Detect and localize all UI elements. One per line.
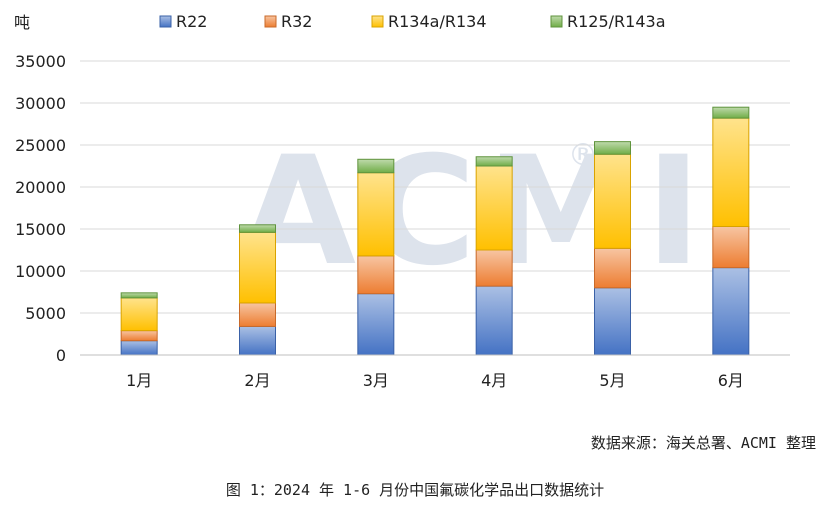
legend: R22 R32 R134a/R134 R125/R143a: [159, 12, 666, 31]
bar-segment-r125-r143a: [120, 292, 158, 299]
bar-segment-r22: [712, 267, 750, 356]
y-tick-label: 25000: [15, 136, 66, 155]
bar-segment-r125-r143a: [357, 158, 395, 174]
figure-caption: 图 1：2024 年 1-6 月份中国氟碳化学品出口数据统计: [225, 481, 605, 499]
x-tick-label: 1月: [126, 371, 152, 390]
legend-swatch: [264, 15, 277, 28]
x-tick-label: 2月: [244, 371, 270, 390]
bars: [120, 106, 750, 356]
bar-segment-r22: [120, 340, 158, 356]
y-axis: 0 5000 10000 15000 20000 25000 30000 35000 吨: [14, 13, 66, 365]
watermark-text: ACMI: [240, 125, 711, 299]
bar-segment-r32: [594, 247, 631, 289]
bar-segment-r134a-r134: [475, 165, 513, 251]
bar-segment-r32: [712, 225, 750, 269]
bar-segment-r134a-r134: [594, 153, 631, 249]
bar-segment-r125-r143a: [594, 141, 631, 155]
legend-label: R125/R143a: [567, 12, 666, 31]
y-tick-label: 5000: [25, 304, 66, 323]
bar-segment-r125-r143a: [475, 156, 513, 167]
y-axis-unit: 吨: [14, 13, 30, 32]
legend-label: R134a/R134: [388, 12, 487, 31]
bar-segment-r125-r143a: [712, 106, 750, 119]
bar-segment-r134a-r134: [712, 117, 750, 227]
x-tick-label: 3月: [363, 371, 389, 390]
legend-swatch: [371, 15, 384, 28]
bar-segment-r134a-r134: [357, 172, 395, 257]
legend-label: R32: [281, 12, 312, 31]
bar-segment-r32: [239, 302, 276, 327]
bar-segment-r134a-r134: [120, 297, 158, 332]
legend-swatch: [550, 15, 563, 28]
source-note: 数据来源：海关总署、ACMI 整理: [590, 434, 816, 452]
x-axis: 1月 2月 3月 4月 5月 6月: [80, 354, 790, 390]
y-tick-label: 30000: [15, 94, 66, 113]
bar-segment-r134a-r134: [239, 231, 276, 304]
bar-segment-r22: [239, 325, 276, 356]
x-tick-label: 5月: [599, 371, 625, 390]
bar-segment-r32: [357, 255, 395, 295]
y-tick-label: 0: [56, 346, 66, 365]
bar-segment-r32: [120, 330, 158, 342]
watermark: ACMI®: [240, 125, 711, 299]
bar-segment-r32: [475, 249, 513, 287]
x-tick-label: 6月: [718, 371, 744, 390]
y-tick-label: 10000: [15, 262, 66, 281]
bar-segment-r22: [475, 285, 513, 356]
legend-label: R22: [176, 12, 207, 31]
bar-segment-r22: [594, 287, 631, 356]
watermark-registered-mark: ®: [568, 138, 598, 173]
y-tick-label: 20000: [15, 178, 66, 197]
legend-swatch: [159, 15, 172, 28]
bar-segment-r125-r143a: [239, 224, 276, 233]
y-tick-label: 35000: [15, 52, 66, 71]
y-tick-label: 15000: [15, 220, 66, 239]
gridlines: [80, 60, 790, 314]
x-tick-label: 4月: [481, 371, 507, 390]
bar-segment-r22: [357, 293, 395, 356]
